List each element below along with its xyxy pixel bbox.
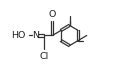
Text: HO: HO: [11, 31, 26, 40]
Text: Cl: Cl: [39, 52, 48, 61]
Text: N: N: [32, 31, 39, 40]
Text: O: O: [49, 10, 56, 19]
